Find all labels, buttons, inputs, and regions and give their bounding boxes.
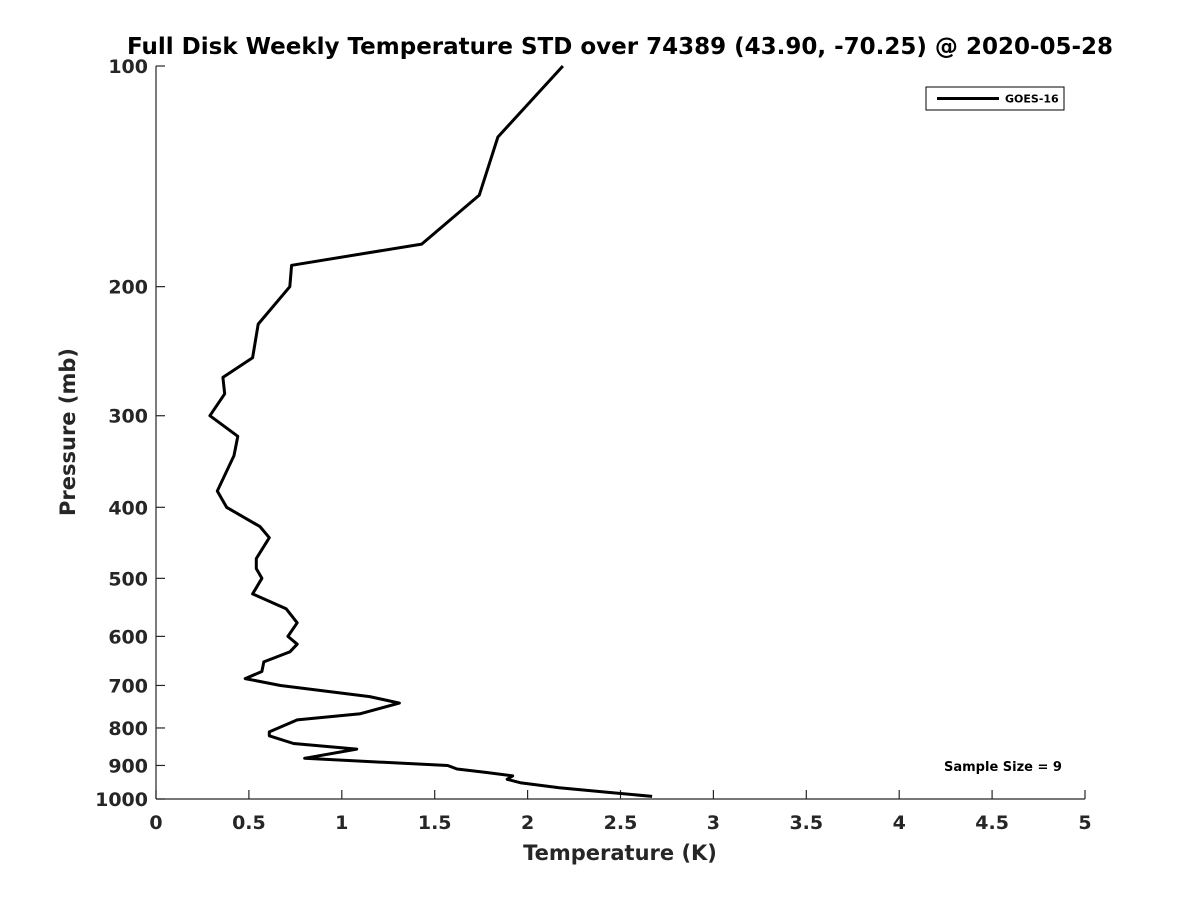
y-axis-ticks: 100 200 300 400 500 600 700 800 900 1000: [95, 56, 165, 811]
x-tick-label: 3: [707, 812, 720, 834]
series-layer: [208, 64, 653, 798]
y-tick-label: 800: [108, 718, 148, 740]
x-tick-label: 1: [335, 812, 348, 834]
y-tick-label: 900: [108, 755, 148, 777]
x-tick-label: 4.5: [975, 812, 1009, 834]
x-axis-label: Temperature (K): [523, 841, 717, 865]
x-tick-label: 5: [1078, 812, 1091, 834]
y-tick-label: 700: [108, 675, 148, 697]
y-tick-label: 300: [108, 406, 148, 428]
y-tick-label: 400: [108, 497, 148, 519]
sample-size-annotation: Sample Size = 9: [944, 760, 1062, 775]
y-tick-label: 1000: [95, 789, 148, 811]
x-tick-label: 1.5: [418, 812, 452, 834]
chart-title: Full Disk Weekly Temperature STD over 74…: [127, 34, 1113, 60]
x-tick-label: 0.5: [232, 812, 266, 834]
x-axis-ticks: 0 0.5 1 1.5 2 2.5 3 3.5 4 4.5 5: [149, 790, 1092, 834]
y-tick-label: 600: [108, 626, 148, 648]
x-tick-label: 0: [149, 812, 162, 834]
x-tick-label: 3.5: [789, 812, 823, 834]
legend: GOES-16: [925, 86, 1065, 111]
axes-frame: [155, 66, 1085, 800]
x-tick-label: 2: [521, 812, 534, 834]
x-tick-label: 4: [893, 812, 906, 834]
series-line-goes-16: [208, 64, 653, 798]
y-tick-label: 500: [108, 568, 148, 590]
legend-label-goes-16: GOES-16: [1005, 93, 1059, 106]
x-tick-label: 2.5: [604, 812, 638, 834]
y-tick-label: 200: [108, 277, 148, 299]
y-axis-label: Pressure (mb): [56, 348, 80, 516]
y-tick-label: 100: [108, 56, 148, 78]
